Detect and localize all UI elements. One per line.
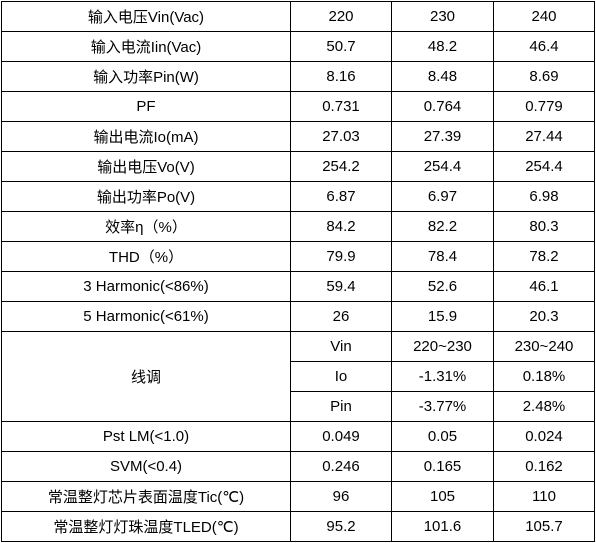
table-row: PF 0.731 0.764 0.779 [1, 91, 595, 122]
cell-value: 8.16 [290, 61, 392, 92]
cell-value: 26 [290, 301, 392, 332]
cell-value: 254.2 [290, 151, 392, 182]
line-regulation-param: Io [290, 361, 392, 392]
cell-value: 78.2 [493, 241, 595, 272]
cell-value: 0.049 [290, 421, 392, 452]
cell-value: 6.97 [391, 181, 494, 212]
row-label: 效率η（%） [1, 211, 291, 242]
cell-value: 254.4 [493, 151, 595, 182]
row-label: 输出功率Po(V) [1, 181, 291, 212]
table-row: THD（%） 79.9 78.4 78.2 [1, 241, 595, 272]
row-label: 常温整灯灯珠温度TLED(℃) [1, 511, 291, 542]
cell-value: 0.162 [493, 451, 595, 482]
cell-value: 50.7 [290, 31, 392, 62]
line-regulation-param: Vin [290, 331, 392, 362]
row-label: 输入功率Pin(W) [1, 61, 291, 92]
table-row: 3 Harmonic(<86%) 59.4 52.6 46.1 [1, 271, 595, 302]
cell-value: 15.9 [391, 301, 494, 332]
cell-value: 254.4 [391, 151, 494, 182]
cell-value: 105.7 [493, 511, 595, 542]
cell-value: 46.4 [493, 31, 595, 62]
line-regulation-label: 线调 [1, 331, 291, 422]
cell-value: 0.764 [391, 91, 494, 122]
row-label: 常温整灯芯片表面温度Tic(℃) [1, 481, 291, 512]
cell-value: 79.9 [290, 241, 392, 272]
table-row: 常温整灯芯片表面温度Tic(℃) 96 105 110 [1, 481, 595, 512]
row-label: 输入电流Iin(Vac) [1, 31, 291, 62]
table-row-line-regulation: 线调 Vin 220~230 230~240 [1, 331, 595, 422]
table-row: 常温整灯灯珠温度TLED(℃) 95.2 101.6 105.7 [1, 511, 595, 542]
cell-value: 78.4 [391, 241, 494, 272]
cell-value: 0.18% [493, 361, 595, 392]
table-row-line-regulation: Pin -3.77% 2.48% [2, 391, 595, 422]
cell-value: 6.87 [290, 181, 392, 212]
cell-value: 0.024 [493, 421, 595, 452]
table-row: 输出功率Po(V) 6.87 6.97 6.98 [1, 181, 595, 212]
cell-value: 110 [493, 481, 595, 512]
cell-value: 230~240 [493, 331, 595, 362]
cell-value: 59.4 [290, 271, 392, 302]
table-row: 输出电流Io(mA) 27.03 27.39 27.44 [1, 121, 595, 152]
row-label: SVM(<0.4) [1, 451, 291, 482]
cell-value: 101.6 [391, 511, 494, 542]
cell-value: -3.77% [391, 391, 494, 422]
row-label: 输出电压Vo(V) [1, 151, 291, 182]
cell-value: 82.2 [391, 211, 494, 242]
cell-value: 52.6 [391, 271, 494, 302]
cell-value: 48.2 [391, 31, 494, 62]
cell-value: 0.165 [391, 451, 494, 482]
table-row: SVM(<0.4) 0.246 0.165 0.162 [1, 451, 595, 482]
row-label: 输入电压Vin(Vac) [1, 1, 291, 32]
cell-value: 95.2 [290, 511, 392, 542]
cell-value: 27.44 [493, 121, 595, 152]
cell-value: 0.246 [290, 451, 392, 482]
cell-value: 230 [391, 1, 494, 32]
table-row: 输入电流Iin(Vac) 50.7 48.2 46.4 [1, 31, 595, 62]
row-label: Pst LM(<1.0) [1, 421, 291, 452]
cell-value: 46.1 [493, 271, 595, 302]
table-row: 5 Harmonic(<61%) 26 15.9 20.3 [1, 301, 595, 332]
cell-value: 27.03 [290, 121, 392, 152]
cell-value: 80.3 [493, 211, 595, 242]
cell-value: 220 [290, 1, 392, 32]
cell-value: 0.779 [493, 91, 595, 122]
cell-value: 8.69 [493, 61, 595, 92]
cell-value: 240 [493, 1, 595, 32]
row-label: 5 Harmonic(<61%) [1, 301, 291, 332]
cell-value: 220~230 [391, 331, 494, 362]
table-row: Pst LM(<1.0) 0.049 0.05 0.024 [1, 421, 595, 452]
cell-value: 0.05 [391, 421, 494, 452]
cell-value: 6.98 [493, 181, 595, 212]
cell-value: 2.48% [493, 391, 595, 422]
cell-value: -1.31% [391, 361, 494, 392]
cell-value: 20.3 [493, 301, 595, 332]
table-row: 输出电压Vo(V) 254.2 254.4 254.4 [1, 151, 595, 182]
cell-value: 96 [290, 481, 392, 512]
table-row: 效率η（%） 84.2 82.2 80.3 [1, 211, 595, 242]
table-row-line-regulation: Io -1.31% 0.18% [2, 361, 595, 392]
row-label: PF [1, 91, 291, 122]
table-row: 输入电压Vin(Vac) 220 230 240 [1, 1, 595, 32]
cell-value: 8.48 [391, 61, 494, 92]
row-label: 3 Harmonic(<86%) [1, 271, 291, 302]
row-label: THD（%） [1, 241, 291, 272]
row-label: 输出电流Io(mA) [1, 121, 291, 152]
cell-value: 105 [391, 481, 494, 512]
line-regulation-param: Pin [290, 391, 392, 422]
table-row: 输入功率Pin(W) 8.16 8.48 8.69 [1, 61, 595, 92]
cell-value: 27.39 [391, 121, 494, 152]
cell-value: 0.731 [290, 91, 392, 122]
cell-value: 84.2 [290, 211, 392, 242]
